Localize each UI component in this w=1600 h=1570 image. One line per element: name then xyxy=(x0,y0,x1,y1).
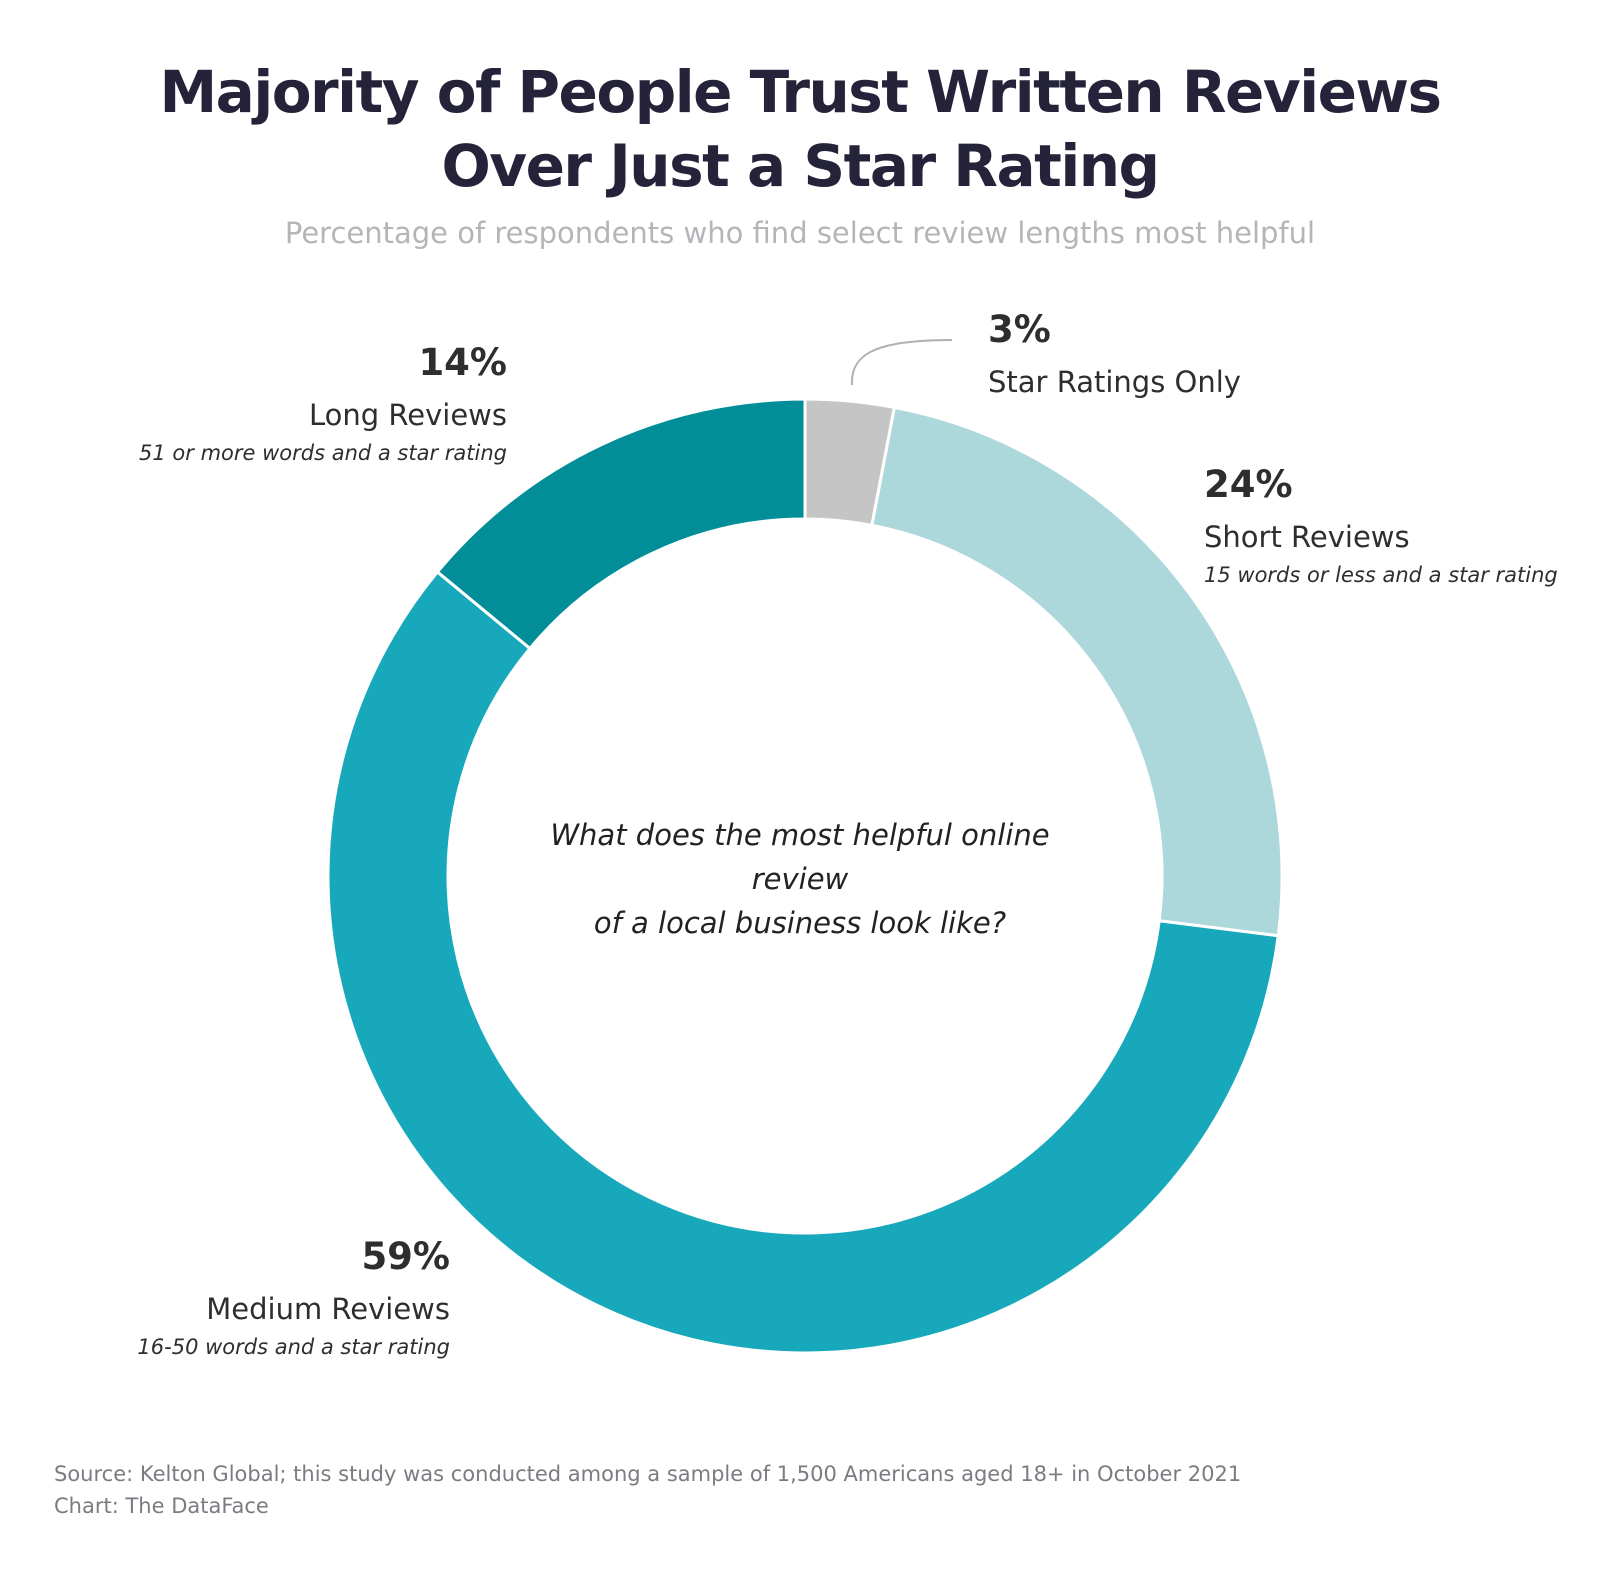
slice-label-desc-long: 51 or more words and a star rating xyxy=(139,441,507,465)
donut-slice-short-reviews xyxy=(870,405,1284,938)
donut-slice-long-reviews xyxy=(435,397,807,651)
slice-label-percent-star-ratings: 3% xyxy=(988,308,1051,351)
slice-label-percent-long: 14% xyxy=(418,341,507,384)
slice-label-name-medium: Medium Reviews xyxy=(206,1292,450,1326)
star-ratings-leader-line xyxy=(850,339,953,386)
chart-credit: Chart: The DataFace xyxy=(54,1494,269,1518)
donut-center-question: What does the most helpful online review… xyxy=(500,813,1100,945)
chart-title-line-1: Majority of People Trust Written Reviews xyxy=(159,58,1442,126)
donut-slice-medium-reviews xyxy=(326,569,1280,1355)
slice-label-name-star-ratings: Star Ratings Only xyxy=(988,365,1241,399)
donut-center-question-line-2: of a local business look like? xyxy=(593,906,1007,940)
chart-subtitle: Percentage of respondents who find selec… xyxy=(284,216,1316,250)
slice-label-name-short: Short Reviews xyxy=(1204,520,1410,554)
chart-title-line-2: Over Just a Star Rating xyxy=(441,132,1160,200)
donut-center-question-line-1: What does the most helpful online review xyxy=(550,818,1050,896)
slice-label-percent-medium: 59% xyxy=(361,1235,450,1278)
donut-slices xyxy=(326,397,1284,1355)
slice-label-percent-short: 24% xyxy=(1204,463,1293,506)
chart-source: Source: Kelton Global; this study was co… xyxy=(54,1462,1242,1486)
slice-label-name-long: Long Reviews xyxy=(309,398,507,432)
slice-label-desc-short: 15 words or less and a star rating xyxy=(1204,563,1558,587)
slice-label-desc-medium: 16-50 words and a star rating xyxy=(137,1335,450,1359)
